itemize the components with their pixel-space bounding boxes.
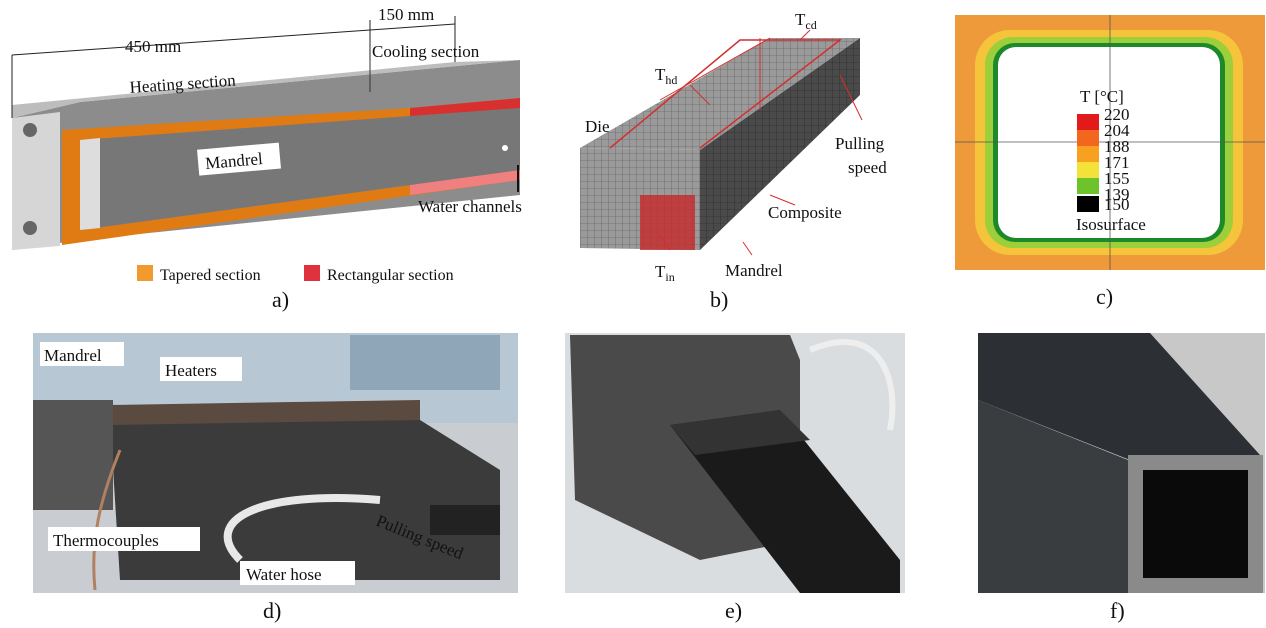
legend-swatch <box>1077 162 1099 178</box>
composite-region <box>640 195 695 250</box>
panel-caption: b) <box>710 287 728 312</box>
photo-label: Mandrel <box>44 346 102 365</box>
water-channel <box>502 145 508 151</box>
legend-swatch <box>1077 178 1099 194</box>
panel-f: f) <box>978 333 1265 623</box>
legend-swatch <box>1077 196 1099 212</box>
dimension-label: 150 mm <box>378 5 434 24</box>
subscript: hd <box>665 73 677 87</box>
temp-label: Tin <box>655 262 675 284</box>
photo-label: Thermocouples <box>53 531 159 550</box>
panel-d: Mandrel Heaters Thermocouples Water hose… <box>33 333 518 623</box>
bolt-hole <box>23 221 37 235</box>
profile-hole <box>1143 470 1248 578</box>
symbol: T <box>795 10 806 29</box>
subscript: cd <box>805 18 816 32</box>
panel-caption: d) <box>263 598 281 623</box>
part-label: Mandrel <box>725 261 783 280</box>
mandrel-face <box>80 138 100 230</box>
subscript: in <box>665 270 674 284</box>
photo-label: Heaters <box>165 361 217 380</box>
legend-title: T [°C] <box>1080 87 1124 106</box>
legend-label: Tapered section <box>160 267 261 284</box>
legend-swatch <box>137 265 153 281</box>
window <box>350 335 500 390</box>
fibres-out <box>430 505 500 535</box>
legend-swatch <box>1077 146 1099 162</box>
legend-label: Rectangular section <box>327 267 454 284</box>
part-label: Water channels <box>418 197 522 216</box>
figure: 450 mm 150 mm Heating section Cooling se… <box>0 0 1266 628</box>
part-label: speed <box>848 158 887 177</box>
fibres <box>33 400 113 510</box>
dimension-label: 450 mm <box>125 37 181 56</box>
legend-swatch <box>1077 114 1099 130</box>
section-label: Cooling section <box>372 42 480 61</box>
panel-b: Tcd Thd Tin Die Pulling speed Composite … <box>580 10 887 312</box>
panel-e: e) <box>565 333 905 623</box>
symbol: T <box>655 65 666 84</box>
part-label: Die <box>585 117 610 136</box>
temp-label: Tcd <box>795 10 817 32</box>
legend-tick: 150 <box>1104 195 1130 214</box>
bolt-hole <box>23 123 37 137</box>
panel-a: 450 mm 150 mm Heating section Cooling se… <box>12 5 522 312</box>
panel-c: T [°C] 220 204 188 171 155 139 150 Isosu… <box>955 15 1265 309</box>
dimension-line <box>12 30 370 55</box>
part-label: Pulling <box>835 134 885 153</box>
symbol: T <box>655 262 666 281</box>
temp-label: Thd <box>655 65 677 87</box>
legend-swatch <box>1077 130 1099 146</box>
photo-label: Water hose <box>246 565 322 584</box>
part-label: Composite <box>768 203 842 222</box>
panel-caption: f) <box>1110 598 1125 623</box>
panel-caption: e) <box>725 598 742 623</box>
legend-swatch <box>304 265 320 281</box>
leader <box>743 242 752 255</box>
dimension-line <box>370 24 455 30</box>
legend-label: Isosurface <box>1076 215 1146 234</box>
panel-caption: a) <box>272 287 289 312</box>
panel-caption: c) <box>1096 284 1113 309</box>
